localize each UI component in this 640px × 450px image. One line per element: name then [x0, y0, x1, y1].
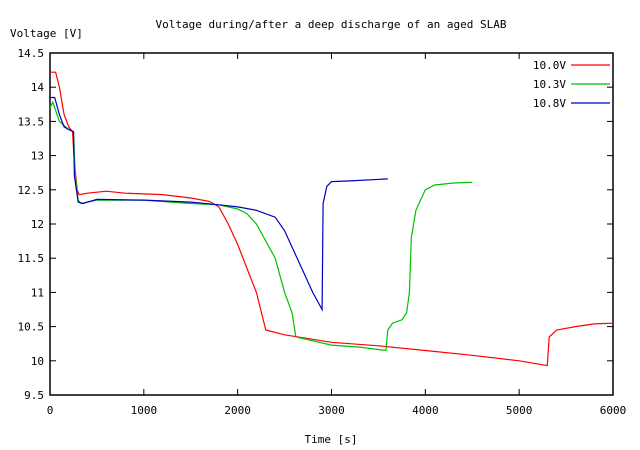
x-tick-label: 4000 [412, 404, 439, 417]
y-tick-label: 11.5 [18, 252, 45, 265]
legend-label: 10.3V [533, 78, 566, 91]
series-line-10.8V [50, 96, 388, 312]
y-tick-label: 13.5 [18, 115, 45, 128]
y-tick-label: 11 [31, 286, 44, 299]
y-tick-label: 10 [31, 355, 44, 368]
y-tick-label: 12 [31, 218, 44, 231]
plot-frame [49, 52, 614, 396]
y-tick-label: 10.5 [18, 321, 45, 334]
legend-label: 10.8V [533, 97, 566, 110]
y-tick-label: 12.5 [18, 184, 45, 197]
x-tick-label: 5000 [506, 404, 533, 417]
x-axis-label: Time [s] [305, 433, 358, 446]
y-tick-label: 14 [31, 81, 45, 94]
x-tick-label: 3000 [318, 404, 345, 417]
y-axis-label: Voltage [V] [10, 27, 83, 40]
y-tick-label: 9.5 [24, 389, 44, 402]
x-tick-label: 0 [47, 404, 54, 417]
x-tick-label: 6000 [600, 404, 627, 417]
chart-title: Voltage during/after a deep discharge of… [156, 18, 507, 31]
x-tick-label: 2000 [224, 404, 251, 417]
series-line-10.3V [49, 100, 473, 352]
y-tick-label: 14.5 [18, 47, 45, 60]
y-tick-label: 13 [31, 150, 44, 163]
series-line-10.0V [50, 71, 614, 367]
x-tick-label: 1000 [131, 404, 158, 417]
legend-label: 10.0V [533, 59, 566, 72]
